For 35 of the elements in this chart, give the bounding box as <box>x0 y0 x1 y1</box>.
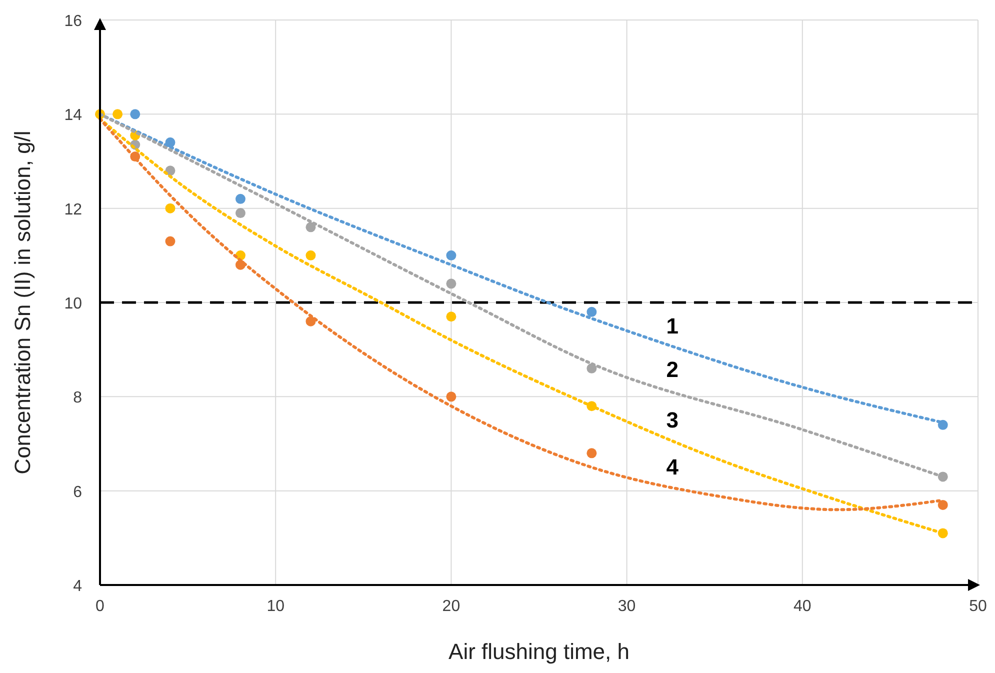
point <box>586 306 597 317</box>
point <box>938 500 948 510</box>
series-label: 1 <box>666 313 679 338</box>
point <box>446 278 456 289</box>
y-tick-label: 6 <box>73 484 82 501</box>
series-label: 2 <box>666 357 679 382</box>
point <box>165 203 176 214</box>
point <box>446 250 456 260</box>
point <box>235 208 246 218</box>
x-tick-label: 30 <box>618 598 636 615</box>
y-tick-label: 8 <box>73 390 82 407</box>
y-tick-label: 4 <box>73 578 82 595</box>
point <box>130 109 140 120</box>
y-tick-label: 10 <box>64 296 82 312</box>
x-tick-label: 50 <box>969 598 987 615</box>
series-label: 4 <box>666 454 680 480</box>
x-axis-title: Air flushing time, h <box>448 639 630 664</box>
y-tick-label: 12 <box>64 201 82 218</box>
point <box>306 222 316 232</box>
point <box>306 250 316 260</box>
y-tick-label: 14 <box>64 107 82 124</box>
point <box>165 236 176 246</box>
series-label: 3 <box>666 408 679 433</box>
point <box>112 109 123 120</box>
x-tick-label: 20 <box>442 598 460 615</box>
x-tick-label: 10 <box>266 598 285 615</box>
y-axis-title: Concentration Sn (II) in solution, g/l <box>10 130 35 474</box>
y-tick-label: 16 <box>64 13 82 30</box>
point <box>938 420 948 430</box>
point <box>446 312 456 322</box>
x-tick-label: 40 <box>794 598 812 615</box>
x-tick-label: 0 <box>96 598 105 615</box>
point <box>586 448 597 458</box>
point <box>446 392 456 402</box>
point <box>235 194 246 204</box>
